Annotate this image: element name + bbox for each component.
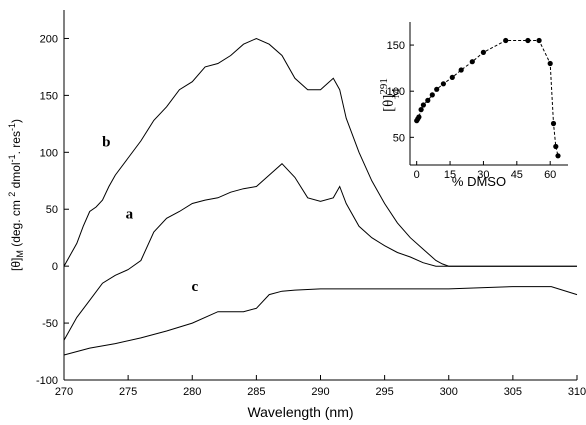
series-label-a: a bbox=[126, 206, 134, 222]
x-tick-label: 280 bbox=[183, 386, 201, 398]
x-tick-label: 290 bbox=[311, 386, 329, 398]
inset-data-point bbox=[418, 107, 424, 113]
x-axis-label: Wavelength (nm) bbox=[247, 404, 353, 420]
x-tick-label: 275 bbox=[119, 386, 137, 398]
inset-data-point bbox=[480, 49, 486, 56]
series-line-a bbox=[63, 163, 577, 341]
x-tick-label: 285 bbox=[247, 386, 265, 398]
inset-data-point bbox=[429, 92, 435, 98]
inset-data-point bbox=[525, 37, 531, 44]
series-line-c bbox=[63, 286, 578, 356]
x-tick-label: 305 bbox=[504, 386, 522, 398]
inset-data-point bbox=[536, 37, 542, 44]
inset-y-tick-label: 150 bbox=[387, 40, 405, 52]
x-tick-label: 310 bbox=[568, 386, 586, 398]
inset-series-line bbox=[416, 40, 559, 156]
y-tick-label: 150 bbox=[40, 90, 58, 102]
x-tick-label: 270 bbox=[55, 386, 73, 398]
inset-data-point bbox=[469, 59, 475, 65]
inset-x-tick-label: 15 bbox=[444, 169, 456, 181]
y-axis-label: [θ]M (deg. cm 2 dmol-1. res-1) bbox=[7, 119, 25, 271]
inset-data-point bbox=[420, 102, 426, 108]
inset-data-point bbox=[416, 114, 422, 120]
y-tick-label: 200 bbox=[40, 33, 58, 45]
inset-data-point bbox=[503, 37, 509, 44]
inset-data-point bbox=[458, 67, 464, 73]
inset-data-point bbox=[449, 74, 455, 80]
series-label-c: c bbox=[191, 279, 198, 295]
y-tick-label: 50 bbox=[46, 204, 58, 216]
series-label-b: b bbox=[102, 135, 110, 151]
inset-x-tick-label: 45 bbox=[511, 169, 523, 181]
inset-data-point bbox=[555, 153, 561, 159]
inset-x-tick-label: 0 bbox=[414, 169, 420, 181]
inset-y-tick-label: 50 bbox=[393, 132, 405, 144]
x-tick-label: 300 bbox=[440, 386, 458, 398]
y-tick-label: -100 bbox=[36, 375, 58, 387]
x-tick-label: 295 bbox=[375, 386, 393, 398]
inset-data-point bbox=[550, 120, 557, 127]
main-plot: 270 275 280 285 290 295 300 305 310-100-50050100… bbox=[7, 10, 586, 420]
y-tick-label: 0 bbox=[52, 261, 58, 273]
inset-data-point bbox=[425, 97, 431, 103]
y-tick-label: 100 bbox=[40, 147, 58, 159]
inset-x-axis-label: % DMSO bbox=[452, 174, 506, 189]
inset-data-point bbox=[440, 81, 446, 87]
series-line-b bbox=[63, 37, 577, 267]
inset-x-tick-label: 30 bbox=[477, 169, 489, 181]
inset-data-point bbox=[547, 60, 553, 67]
inset-data-point bbox=[434, 86, 440, 92]
inset-data-point bbox=[553, 143, 559, 150]
inset-y-tick-label: 100 bbox=[387, 86, 405, 98]
inset-x-tick-label: 60 bbox=[544, 169, 556, 181]
y-tick-label: -50 bbox=[42, 318, 58, 330]
inset-y-axis-label: [θ]291M bbox=[378, 78, 402, 112]
inset-plot: 0 15 30 45 60 50 100 150 % DMSO [θ]291M bbox=[378, 22, 568, 189]
